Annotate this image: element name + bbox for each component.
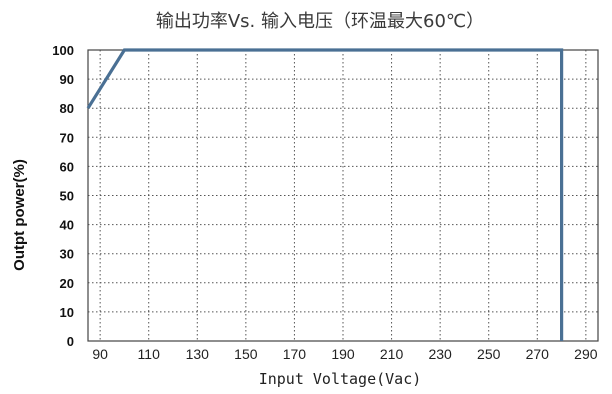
grid: [88, 50, 598, 341]
y-tick-label: 80: [60, 101, 74, 116]
x-tick-label: 150: [234, 346, 258, 362]
x-tick-label: 230: [428, 346, 452, 362]
y-tick-label: 20: [60, 276, 74, 291]
x-tick-label: 290: [574, 346, 598, 362]
x-tick-label: 110: [138, 346, 161, 362]
y-tick-label: 0: [67, 334, 74, 349]
x-tick-label: 210: [380, 346, 404, 362]
y-tick-label: 60: [60, 159, 74, 174]
y-axis-label: Outpt power(%): [11, 159, 28, 271]
x-tick-label: 170: [283, 346, 307, 362]
y-tick-label: 30: [60, 247, 74, 262]
x-tick-label: 130: [186, 346, 210, 362]
y-tick-label: 40: [60, 218, 74, 233]
x-axis-ticks: 90 110 130 150 170 190 210 230 250 270 290: [92, 346, 597, 362]
y-axis-ticks: 0 10 20 30 40 50 60 70 80 90 100: [52, 43, 74, 349]
x-tick-label: 250: [477, 346, 501, 362]
y-tick-label: 90: [60, 72, 74, 87]
chart-title: 输出功率Vs. 输入电压（环温最大60℃）: [156, 11, 484, 32]
series-line-0: [86, 48, 564, 341]
x-axis-label: Input Voltage(Vac): [259, 370, 422, 388]
x-tick-label: 190: [331, 346, 355, 362]
y-tick-label: 70: [60, 130, 74, 145]
x-tick-label: 90: [92, 346, 108, 362]
y-tick-label: 100: [52, 43, 74, 58]
x-tick-label: 270: [526, 346, 550, 362]
y-tick-label: 50: [60, 189, 74, 204]
y-tick-label: 10: [60, 305, 74, 320]
series-group: [86, 48, 564, 342]
